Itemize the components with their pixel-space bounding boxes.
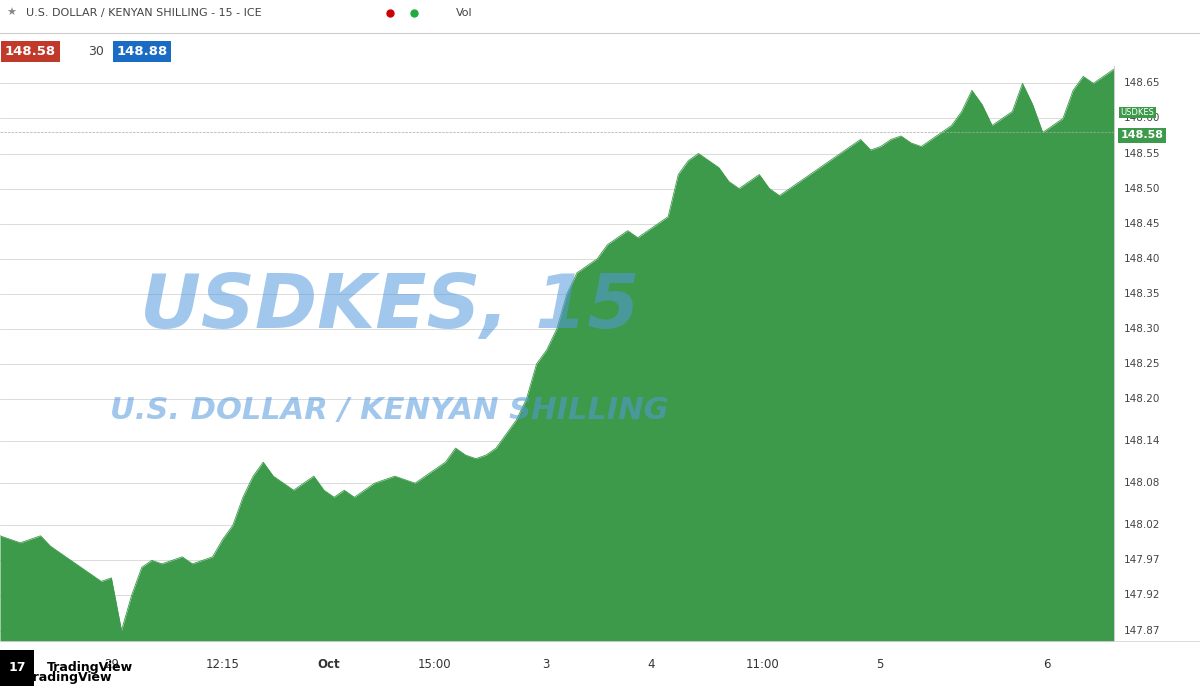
Text: ⧀⧀ TradingView: ⧀⧀ TradingView: [6, 671, 112, 684]
Text: TradingView: TradingView: [47, 660, 133, 674]
Text: 30: 30: [88, 45, 103, 58]
Text: 147.92: 147.92: [1124, 590, 1160, 600]
Text: 148.25: 148.25: [1124, 359, 1160, 369]
Text: U.S. DOLLAR / KENYAN SHILLING - 15 - ICE: U.S. DOLLAR / KENYAN SHILLING - 15 - ICE: [26, 8, 262, 18]
Text: 15:00: 15:00: [418, 658, 451, 671]
Text: 148.40: 148.40: [1124, 254, 1160, 264]
Text: 148.45: 148.45: [1124, 219, 1160, 229]
Text: 11:00: 11:00: [746, 658, 780, 671]
Text: 12:15: 12:15: [205, 658, 240, 671]
Text: Vol: Vol: [456, 8, 473, 18]
Text: 17: 17: [8, 660, 26, 674]
Text: 148.20: 148.20: [1124, 394, 1160, 404]
Text: 148.35: 148.35: [1124, 289, 1160, 299]
Text: 6: 6: [1043, 658, 1050, 671]
Text: USDKES, 15: USDKES, 15: [140, 271, 640, 344]
Text: 148.88: 148.88: [116, 45, 168, 58]
FancyBboxPatch shape: [0, 650, 35, 686]
Text: 148.50: 148.50: [1124, 184, 1160, 193]
Text: 147.87: 147.87: [1124, 626, 1160, 635]
Text: 148.60: 148.60: [1124, 114, 1160, 123]
Text: 148.55: 148.55: [1124, 148, 1160, 159]
Text: ★: ★: [6, 8, 16, 18]
Text: 148.02: 148.02: [1124, 520, 1160, 530]
Text: 148.58: 148.58: [5, 45, 56, 58]
Text: :00: :00: [0, 658, 10, 671]
Text: 148.08: 148.08: [1124, 478, 1160, 488]
Text: 148.65: 148.65: [1124, 78, 1160, 89]
Text: 29: 29: [104, 658, 119, 671]
Text: 148.58: 148.58: [1121, 130, 1164, 141]
Text: 4: 4: [648, 658, 655, 671]
Text: U.S. DOLLAR / KENYAN SHILLING: U.S. DOLLAR / KENYAN SHILLING: [110, 396, 670, 426]
Text: 148.14: 148.14: [1124, 436, 1160, 446]
Text: USDKES: USDKES: [1121, 108, 1154, 117]
Text: Oct: Oct: [317, 658, 340, 671]
Text: 148.30: 148.30: [1124, 324, 1160, 334]
Text: 147.97: 147.97: [1124, 555, 1160, 565]
Text: 3: 3: [542, 658, 550, 671]
Text: 5: 5: [876, 658, 883, 671]
